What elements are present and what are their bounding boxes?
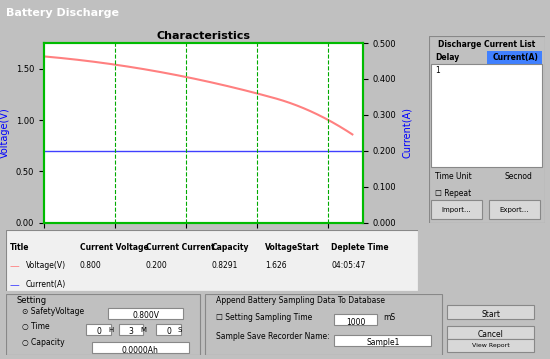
Text: 0.200: 0.200 [146, 261, 168, 270]
Text: Cancel: Cancel [477, 330, 504, 339]
Text: Battery Discharge: Battery Discharge [6, 8, 118, 18]
Text: ○ Time: ○ Time [21, 322, 50, 331]
Text: 04:05:47: 04:05:47 [331, 261, 366, 270]
FancyBboxPatch shape [489, 200, 540, 219]
Text: Delay: Delay [434, 53, 459, 62]
Text: Current(A): Current(A) [26, 280, 67, 289]
Text: Export...: Export... [500, 206, 529, 213]
FancyBboxPatch shape [429, 36, 544, 223]
Text: 0.800: 0.800 [80, 261, 102, 270]
Text: View Report: View Report [472, 343, 509, 348]
Text: Current Current: Current Current [146, 243, 214, 252]
Title: Characteristics: Characteristics [157, 31, 250, 41]
FancyBboxPatch shape [334, 314, 377, 325]
Text: Sample Save Recorder Name:: Sample Save Recorder Name: [216, 332, 329, 341]
Text: Deplete Time: Deplete Time [331, 243, 389, 252]
Text: VoltageStart: VoltageStart [265, 243, 320, 252]
FancyBboxPatch shape [431, 200, 482, 219]
FancyBboxPatch shape [205, 294, 442, 355]
FancyBboxPatch shape [119, 324, 143, 335]
Text: 0.0000Ah: 0.0000Ah [122, 346, 159, 355]
Text: Voltage(V): Voltage(V) [26, 261, 66, 270]
Text: mS: mS [383, 313, 395, 322]
Text: 1.626: 1.626 [265, 261, 287, 270]
FancyBboxPatch shape [448, 339, 534, 353]
Text: Start: Start [481, 309, 500, 319]
Text: 0.8291: 0.8291 [212, 261, 238, 270]
FancyBboxPatch shape [92, 342, 189, 353]
Text: Discharge Current List: Discharge Current List [438, 39, 535, 48]
Text: S: S [178, 327, 183, 333]
Text: Current(A): Current(A) [493, 53, 538, 62]
Text: Import...: Import... [442, 206, 471, 213]
Text: —: — [10, 280, 19, 290]
Text: ○ Capacity: ○ Capacity [21, 338, 64, 347]
FancyBboxPatch shape [448, 306, 534, 319]
Text: 0.800V: 0.800V [132, 311, 159, 320]
X-axis label: Capacity: Capacity [182, 247, 225, 257]
Text: ⊙ SafetyVoltage: ⊙ SafetyVoltage [21, 307, 84, 316]
Text: Time Unit: Time Unit [434, 172, 471, 181]
FancyBboxPatch shape [448, 326, 534, 339]
FancyBboxPatch shape [487, 51, 542, 70]
Text: Title: Title [10, 243, 29, 252]
FancyBboxPatch shape [334, 335, 431, 346]
Y-axis label: Current(A): Current(A) [402, 107, 412, 158]
FancyBboxPatch shape [431, 64, 542, 167]
Text: ☐ Repeat: ☐ Repeat [434, 189, 471, 198]
FancyBboxPatch shape [6, 294, 200, 355]
Text: 3: 3 [128, 327, 133, 336]
FancyBboxPatch shape [156, 324, 180, 335]
Text: M: M [140, 327, 146, 333]
Text: —: — [10, 261, 19, 271]
Text: 0: 0 [96, 327, 101, 336]
Text: Setting: Setting [16, 295, 46, 304]
Text: Current Voltage: Current Voltage [80, 243, 148, 252]
Text: Capacity: Capacity [212, 243, 249, 252]
Text: .2: .2 [493, 66, 499, 75]
Text: 1: 1 [434, 66, 439, 75]
FancyBboxPatch shape [86, 324, 111, 335]
Y-axis label: Voltage(V): Voltage(V) [1, 107, 10, 158]
Text: H: H [108, 327, 113, 333]
FancyBboxPatch shape [6, 230, 418, 291]
FancyBboxPatch shape [108, 308, 183, 319]
Text: 0: 0 [166, 327, 171, 336]
Text: Append Battery Sampling Data To Database: Append Battery Sampling Data To Database [216, 295, 384, 304]
Text: ☐ Setting Sampling Time: ☐ Setting Sampling Time [216, 313, 312, 322]
Text: Secnod: Secnod [504, 172, 532, 181]
Text: 1000: 1000 [346, 318, 366, 327]
Text: Sample1: Sample1 [366, 338, 399, 347]
